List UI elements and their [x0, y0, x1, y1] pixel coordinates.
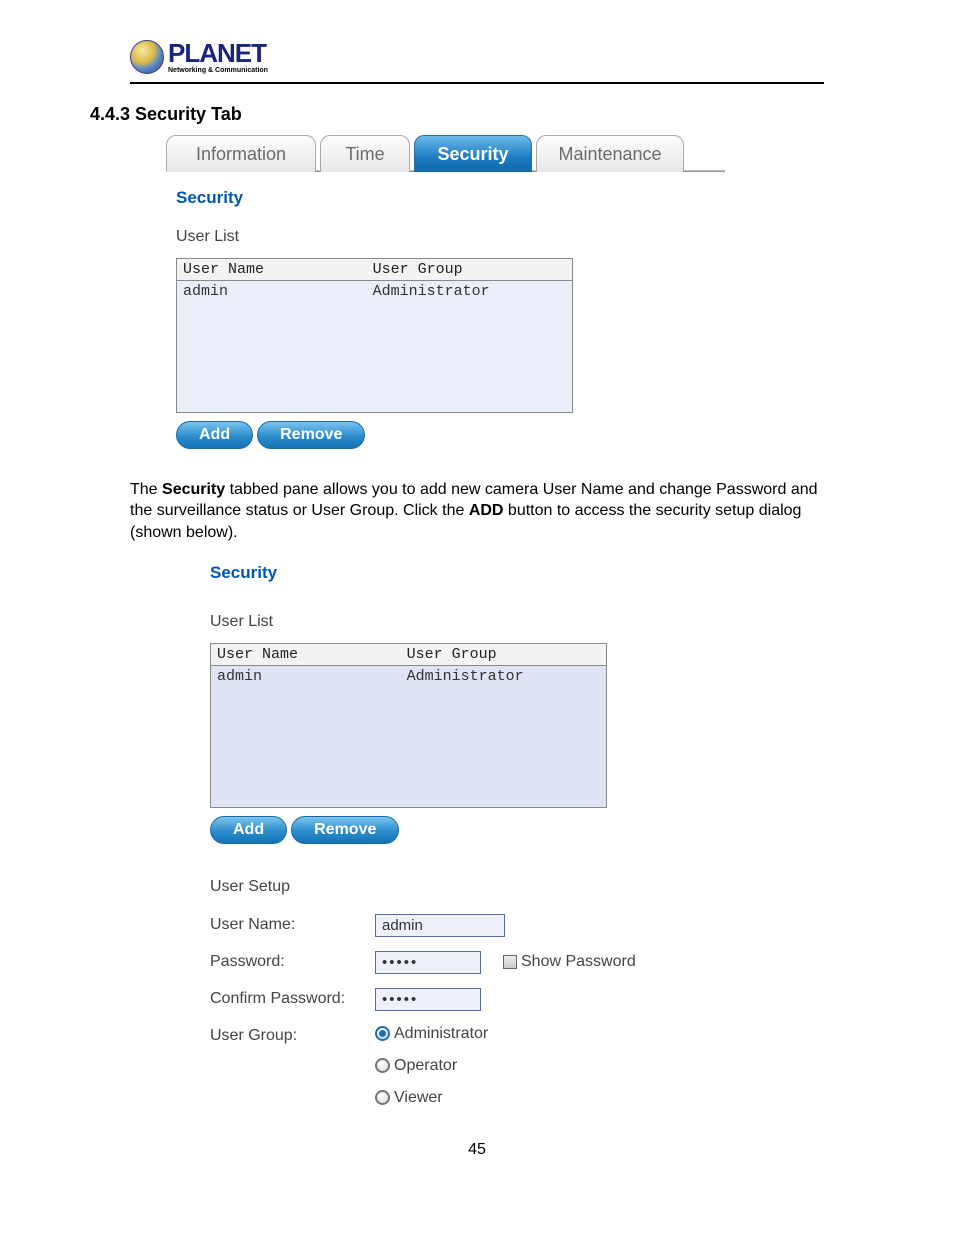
- label-confirm-password: Confirm Password:: [210, 990, 375, 1008]
- para-b1: Security: [162, 481, 225, 498]
- col-usergroup: User Group: [401, 644, 607, 666]
- header-divider: [130, 82, 824, 84]
- show-password-checkbox[interactable]: [503, 955, 517, 969]
- label-viewer: Viewer: [394, 1089, 443, 1107]
- section-heading: 4.4.3 Security Tab: [90, 104, 864, 125]
- security-panel-1: Information Time Security Maintenance Se…: [166, 135, 725, 459]
- radio-viewer[interactable]: [375, 1090, 390, 1105]
- add-button[interactable]: Add: [210, 816, 287, 844]
- tab-maintenance[interactable]: Maintenance: [536, 135, 684, 172]
- table-header-row: User Name User Group: [211, 644, 607, 666]
- radio-administrator[interactable]: [375, 1026, 390, 1041]
- username-field[interactable]: [375, 914, 505, 937]
- para-t1: The: [130, 481, 162, 498]
- label-usergroup: User Group:: [210, 1025, 375, 1045]
- cell-usergroup: Administrator: [401, 666, 607, 688]
- cell-username: admin: [211, 666, 401, 688]
- table-filler: [211, 687, 607, 807]
- panel1-title: Security: [176, 188, 725, 208]
- tabs-row: Information Time Security Maintenance: [166, 135, 725, 172]
- logo-globe-icon: [130, 40, 164, 74]
- table-filler: [177, 302, 573, 412]
- description-paragraph: The Security tabbed pane allows you to a…: [130, 479, 824, 544]
- table-row[interactable]: admin Administrator: [211, 666, 607, 688]
- table-row[interactable]: admin Administrator: [177, 281, 573, 303]
- table-header-row: User Name User Group: [177, 259, 573, 281]
- panel2-user-table: User Name User Group admin Administrator: [210, 643, 607, 808]
- user-setup-form: User Setup User Name: Password: Show Pas…: [210, 878, 700, 1107]
- radio-operator[interactable]: [375, 1058, 390, 1073]
- logo-tagline: Networking & Communication: [168, 67, 268, 74]
- tab-time[interactable]: Time: [320, 135, 410, 172]
- panel1-userlist-label: User List: [176, 228, 725, 246]
- cell-username: admin: [177, 281, 367, 303]
- remove-button[interactable]: Remove: [257, 421, 365, 449]
- tab-information[interactable]: Information: [166, 135, 316, 172]
- add-button[interactable]: Add: [176, 421, 253, 449]
- panel2-title: Security: [210, 563, 700, 583]
- para-b2: ADD: [469, 502, 504, 519]
- panel1-user-table: User Name User Group admin Administrator: [176, 258, 573, 413]
- col-username: User Name: [211, 644, 401, 666]
- tab-security[interactable]: Security: [414, 135, 532, 172]
- label-show-password: Show Password: [521, 953, 636, 971]
- col-usergroup: User Group: [367, 259, 573, 281]
- security-panel-2: Security User List User Name User Group …: [210, 563, 700, 1107]
- cell-usergroup: Administrator: [367, 281, 573, 303]
- label-password: Password:: [210, 953, 375, 971]
- confirm-password-field[interactable]: [375, 988, 481, 1011]
- label-operator: Operator: [394, 1057, 457, 1075]
- panel2-userlist-label: User List: [210, 613, 700, 631]
- password-field[interactable]: [375, 951, 481, 974]
- user-setup-title: User Setup: [210, 878, 700, 896]
- remove-button[interactable]: Remove: [291, 816, 399, 844]
- label-administrator: Administrator: [394, 1025, 488, 1043]
- label-username: User Name:: [210, 916, 375, 934]
- logo-brand: PLANET: [168, 40, 268, 66]
- logo: PLANET Networking & Communication: [130, 40, 864, 74]
- col-username: User Name: [177, 259, 367, 281]
- page-number: 45: [90, 1141, 864, 1159]
